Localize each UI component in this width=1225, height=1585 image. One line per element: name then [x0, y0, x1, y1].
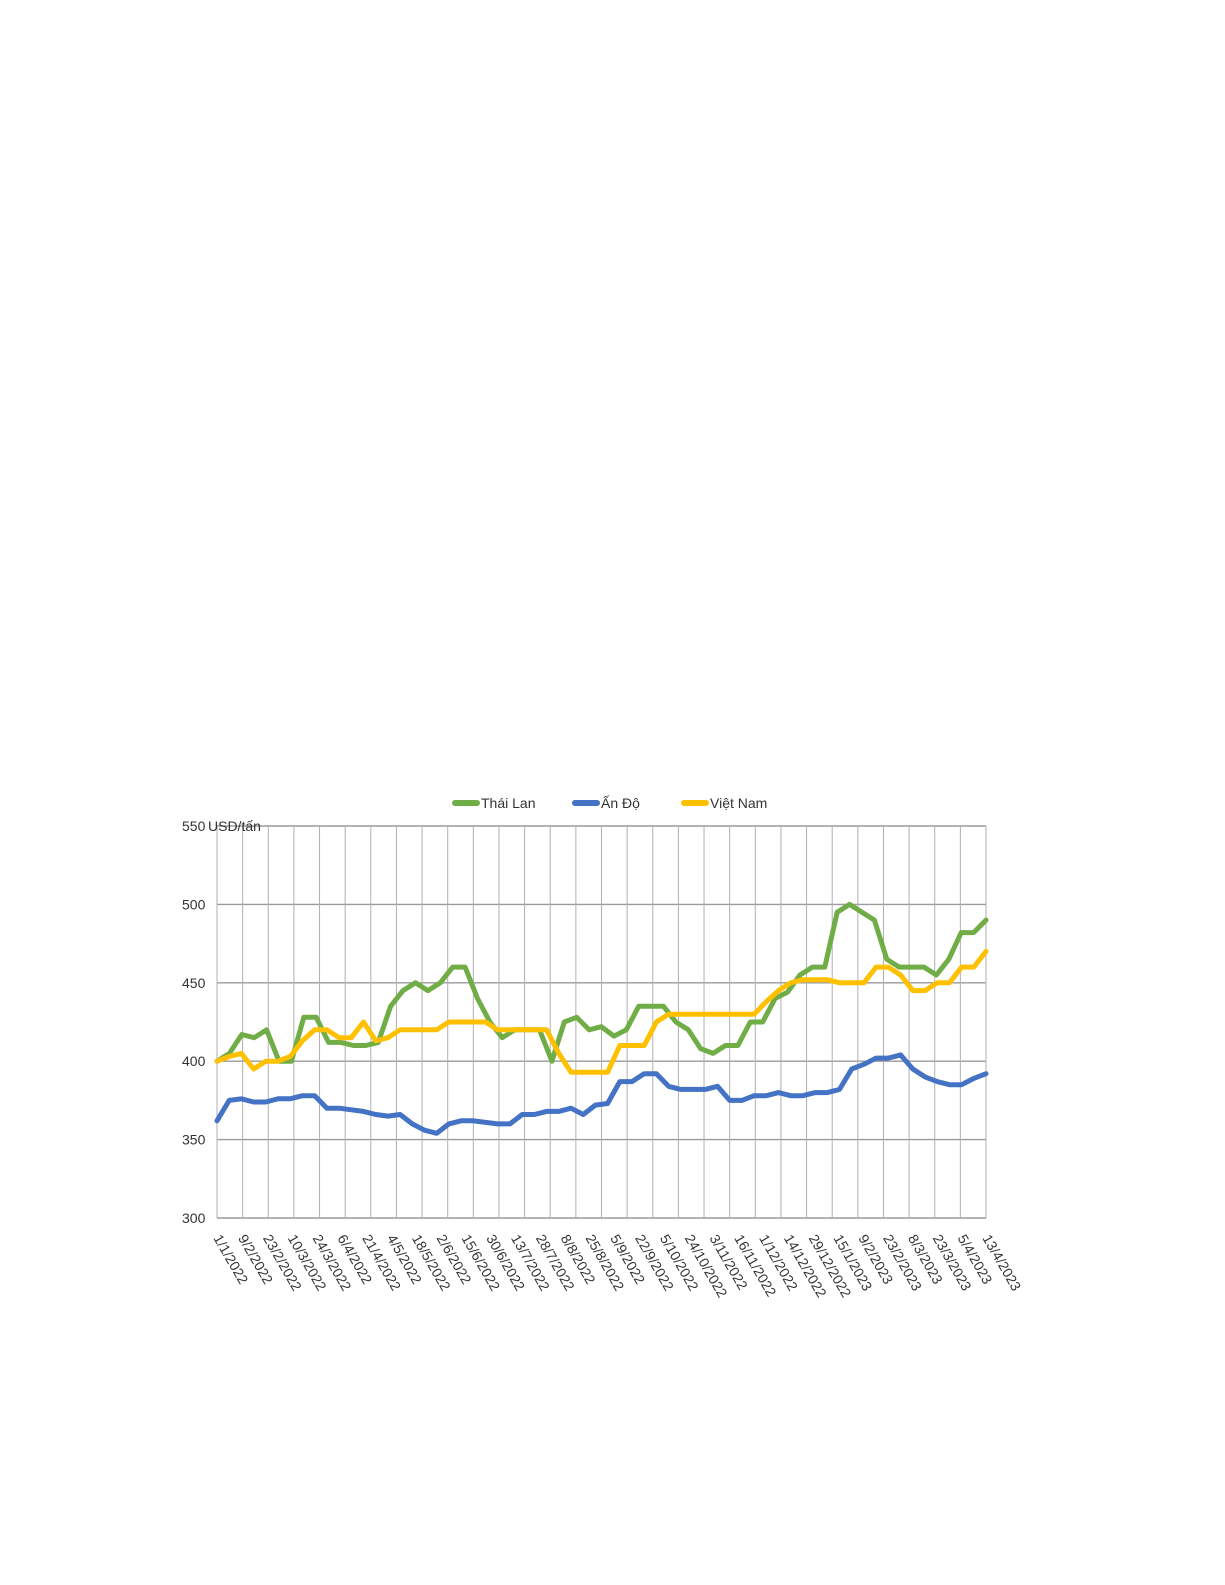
- series-line: [214, 948, 989, 1075]
- y-axis-tick-labels: 300 350 400 450 500 550: [182, 818, 206, 1226]
- series-line: [214, 901, 989, 1064]
- legend-label: Việt Nam: [710, 795, 767, 811]
- series-lines: [214, 901, 989, 1136]
- y-tick-label: 450: [182, 975, 206, 991]
- legend-label: Ấn Độ: [601, 795, 640, 811]
- chart-grid: [216, 825, 987, 1219]
- y-tick-label: 550: [182, 818, 206, 834]
- y-tick-label: 500: [182, 896, 206, 912]
- legend-label: Thái Lan: [481, 795, 535, 811]
- y-tick-label: 300: [182, 1210, 206, 1226]
- series-line: [214, 1052, 989, 1136]
- chart-legend: Thái Lan Ấn Độ Việt Nam: [452, 795, 767, 811]
- y-axis-label: USD/tấn: [208, 818, 261, 834]
- x-axis-tick-labels: 1/1/20229/2/202223/2/202210/3/202224/3/2…: [210, 1232, 1024, 1301]
- y-tick-label: 400: [182, 1053, 206, 1069]
- y-tick-label: 350: [182, 1132, 206, 1148]
